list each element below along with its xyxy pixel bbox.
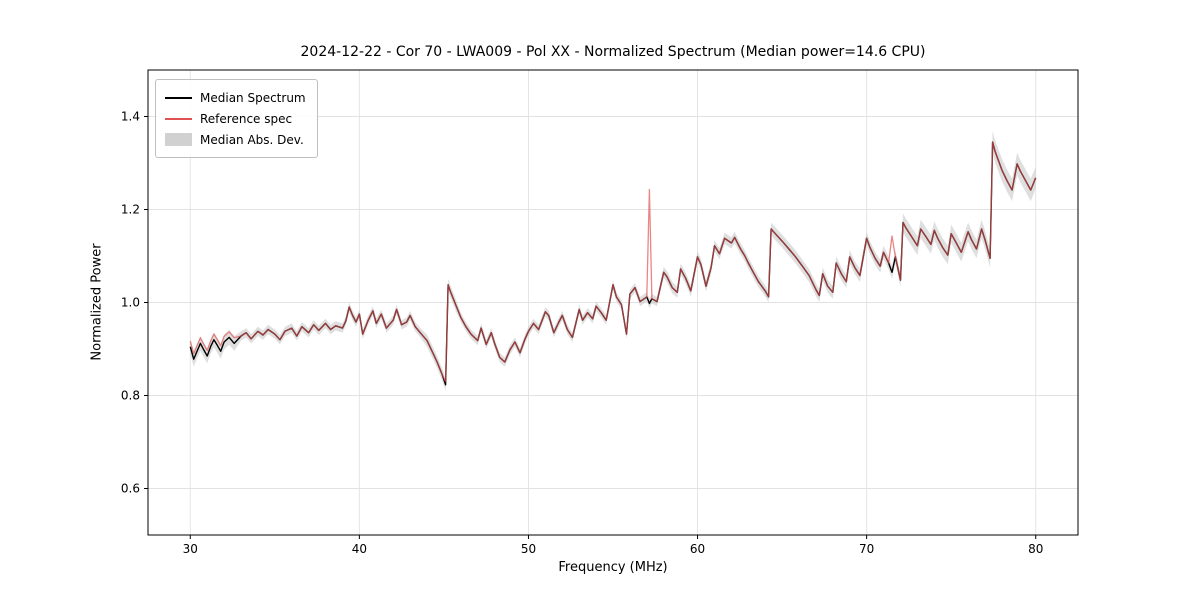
x-tick-label: 30 [183,542,198,556]
y-tick-label: 0.8 [121,389,140,403]
y-axis-label: Normalized Power [89,243,105,361]
x-tick-label: 60 [690,542,705,556]
mad-band-patch-sample [165,133,192,146]
legend: Median Spectrum Reference spec Median Ab… [155,79,318,158]
x-tick-label: 80 [1028,542,1043,556]
median-spectrum-line-sample [165,96,192,99]
x-tick-label: 40 [352,542,367,556]
mad-band [190,130,1036,391]
legend-label: Median Abs. Dev. [200,132,304,147]
median-spectrum-line [189,141,1037,386]
y-tick-label: 1.4 [121,110,140,124]
reference-spec-line-sample [165,117,192,120]
legend-label: Median Spectrum [200,90,306,105]
y-tick-label: 0.6 [121,482,140,496]
tick-labels: 30 40 50 60 70 80 0.6 0.8 1.0 1.2 1.4 [121,110,1043,557]
x-axis-label: Frequency (MHz) [558,560,668,575]
x-tick-label: 50 [521,542,536,556]
x-tick-label: 70 [859,542,874,556]
y-tick-label: 1.0 [121,296,140,310]
legend-entry-median-spectrum: Median Spectrum [165,87,306,108]
y-tick-label: 1.2 [121,203,140,217]
legend-entry-median-abs-dev: Median Abs. Dev. [165,129,306,150]
legend-label: Reference spec [200,111,293,126]
chart-title: 2024-12-22 - Cor 70 - LWA009 - Pol XX - … [300,44,926,60]
tick-marks [144,116,1037,539]
legend-entry-reference-spec: Reference spec [165,108,306,129]
reference-spec-line [189,141,1037,383]
